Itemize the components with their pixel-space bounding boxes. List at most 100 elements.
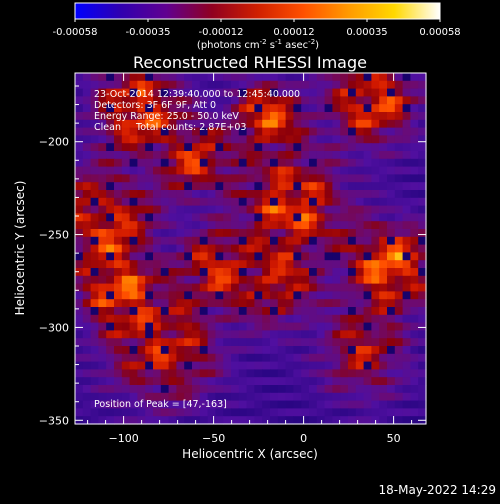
heatmap-cell — [121, 252, 131, 261]
heatmap-cell — [363, 299, 372, 308]
heatmap-cell — [199, 377, 209, 386]
heatmap-cell — [145, 190, 154, 199]
heatmap-cell — [340, 377, 349, 386]
heatmap-cell — [238, 104, 248, 113]
heatmap-cell — [309, 88, 318, 97]
heatmap-cell — [246, 338, 255, 347]
heatmap-cell — [262, 291, 271, 300]
heatmap-cell — [82, 260, 92, 269]
heatmap-cell — [363, 151, 372, 160]
heatmap-cell — [246, 330, 255, 339]
heatmap-cell — [168, 80, 177, 90]
heatmap-cell — [153, 182, 162, 191]
heatmap-cell — [402, 353, 411, 363]
heatmap-cell — [363, 275, 372, 285]
heatmap-cell — [379, 283, 388, 292]
heatmap-cell — [410, 244, 419, 253]
heatmap-cell — [379, 322, 388, 331]
heatmap-cell — [207, 127, 216, 136]
heatmap-cell — [316, 377, 326, 386]
heatmap-cell — [254, 229, 263, 238]
heatmap-cell — [371, 166, 380, 175]
heatmap-cell — [371, 322, 380, 331]
heatmap-cell — [309, 190, 318, 199]
heatmap-cell — [316, 307, 326, 316]
heatmap-cell — [75, 229, 84, 238]
heatmap-cell — [246, 205, 255, 214]
heatmap-cell — [168, 135, 177, 144]
heatmap-cell — [153, 104, 162, 113]
heatmap-cell — [301, 275, 310, 285]
heatmap-cell — [90, 353, 99, 363]
heatmap-cell — [324, 252, 333, 261]
heatmap-cell — [410, 330, 419, 339]
heatmap-cell — [145, 119, 154, 129]
heatmap-cell — [340, 283, 349, 292]
heatmap-cell — [231, 96, 240, 105]
heatmap-cell — [277, 205, 287, 214]
heatmap-cell — [387, 182, 396, 191]
heatmap-cell — [90, 322, 99, 331]
heatmap-cell — [410, 229, 419, 238]
heatmap-cell — [215, 299, 224, 308]
heatmap-cell — [309, 73, 318, 82]
heatmap-cell — [137, 377, 146, 386]
heatmap-cell — [192, 88, 201, 97]
heatmap-cell — [160, 322, 170, 331]
heatmap-cell — [82, 322, 92, 331]
heatmap-cell — [223, 291, 232, 300]
heatmap-cell — [207, 252, 216, 261]
heatmap-cell — [207, 205, 216, 214]
heatmap-cell — [293, 151, 302, 160]
heatmap-cell — [184, 314, 193, 324]
heatmap-cell — [379, 112, 388, 121]
heatmap-cell — [215, 377, 224, 386]
heatmap-cell — [215, 314, 224, 324]
heatmap-cell — [348, 151, 357, 160]
heatmap-cell — [363, 400, 372, 409]
heatmap-cell — [394, 260, 404, 269]
heatmap-cell — [340, 221, 349, 230]
heatmap-cell — [332, 408, 341, 417]
heatmap-cell — [285, 377, 294, 386]
heatmap-cell — [199, 392, 209, 402]
heatmap-cell — [355, 361, 365, 370]
heatmap-cell — [254, 408, 263, 417]
heatmap-cell — [301, 268, 310, 277]
heatmap-cell — [90, 104, 99, 113]
heatmap-cell — [301, 408, 310, 417]
heatmap-cell — [106, 346, 115, 355]
heatmap-cell — [82, 400, 92, 409]
heatmap-cell — [223, 385, 232, 394]
heatmap-cell — [121, 112, 131, 121]
heatmap-cell — [231, 166, 240, 175]
heatmap-cell — [231, 205, 240, 214]
heatmap-cell — [223, 260, 232, 269]
heatmap-cell — [387, 80, 396, 90]
colorbar-tick-label: 0.00058 — [419, 27, 460, 38]
heatmap-cell — [90, 166, 99, 175]
heatmap-cell — [394, 119, 404, 129]
heatmap-cell — [332, 244, 341, 253]
heatmap-cell — [145, 96, 154, 105]
heatmap-cell — [215, 229, 224, 238]
heatmap-cell — [316, 268, 326, 277]
heatmap-cell — [371, 197, 380, 207]
heatmap-cell — [293, 260, 302, 269]
heatmap-cell — [106, 392, 115, 402]
heatmap-cell — [168, 236, 177, 246]
heatmap-cell — [238, 330, 248, 339]
heatmap-cell — [75, 385, 84, 394]
heatmap-cell — [121, 166, 131, 175]
heatmap-cell — [137, 322, 146, 331]
heatmap-cell — [309, 112, 318, 121]
heatmap-cell — [262, 135, 271, 144]
heatmap-cell — [332, 353, 341, 363]
heatmap-cell — [348, 416, 357, 425]
heatmap-cell — [254, 88, 263, 97]
heatmap-cell — [348, 353, 357, 363]
heatmap-cell — [348, 221, 357, 230]
heatmap-cell — [394, 205, 404, 214]
heatmap-cell — [355, 275, 365, 285]
heatmap-cell — [410, 127, 419, 136]
